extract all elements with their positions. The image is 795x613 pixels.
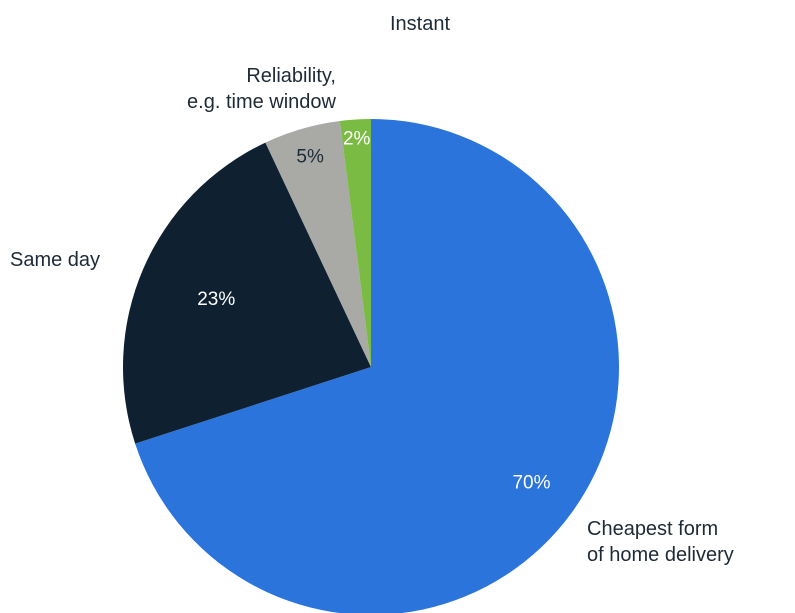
slice-category-label: Cheapest form of home delivery <box>587 518 734 566</box>
slice-category-label: Same day <box>10 249 100 271</box>
pie-slice <box>339 119 371 367</box>
pie-slice <box>135 119 620 613</box>
pie-slice <box>265 120 371 367</box>
slice-category-label: Reliability, e.g. time window <box>187 65 337 113</box>
slice-percentage-label: 5% <box>296 146 324 167</box>
pie-slices <box>123 119 620 613</box>
slice-category-label: Instant <box>390 13 450 35</box>
slice-percentage-label: 23% <box>197 289 235 310</box>
category-labels: Cheapest form of home delivery Same day Rel… <box>10 13 734 566</box>
pie-slice <box>123 142 371 444</box>
slice-percentage-label: 70% <box>512 473 550 494</box>
percentage-labels: 70% 23% 5% 2% <box>197 128 550 493</box>
slice-percentage-label: 2% <box>343 128 371 149</box>
